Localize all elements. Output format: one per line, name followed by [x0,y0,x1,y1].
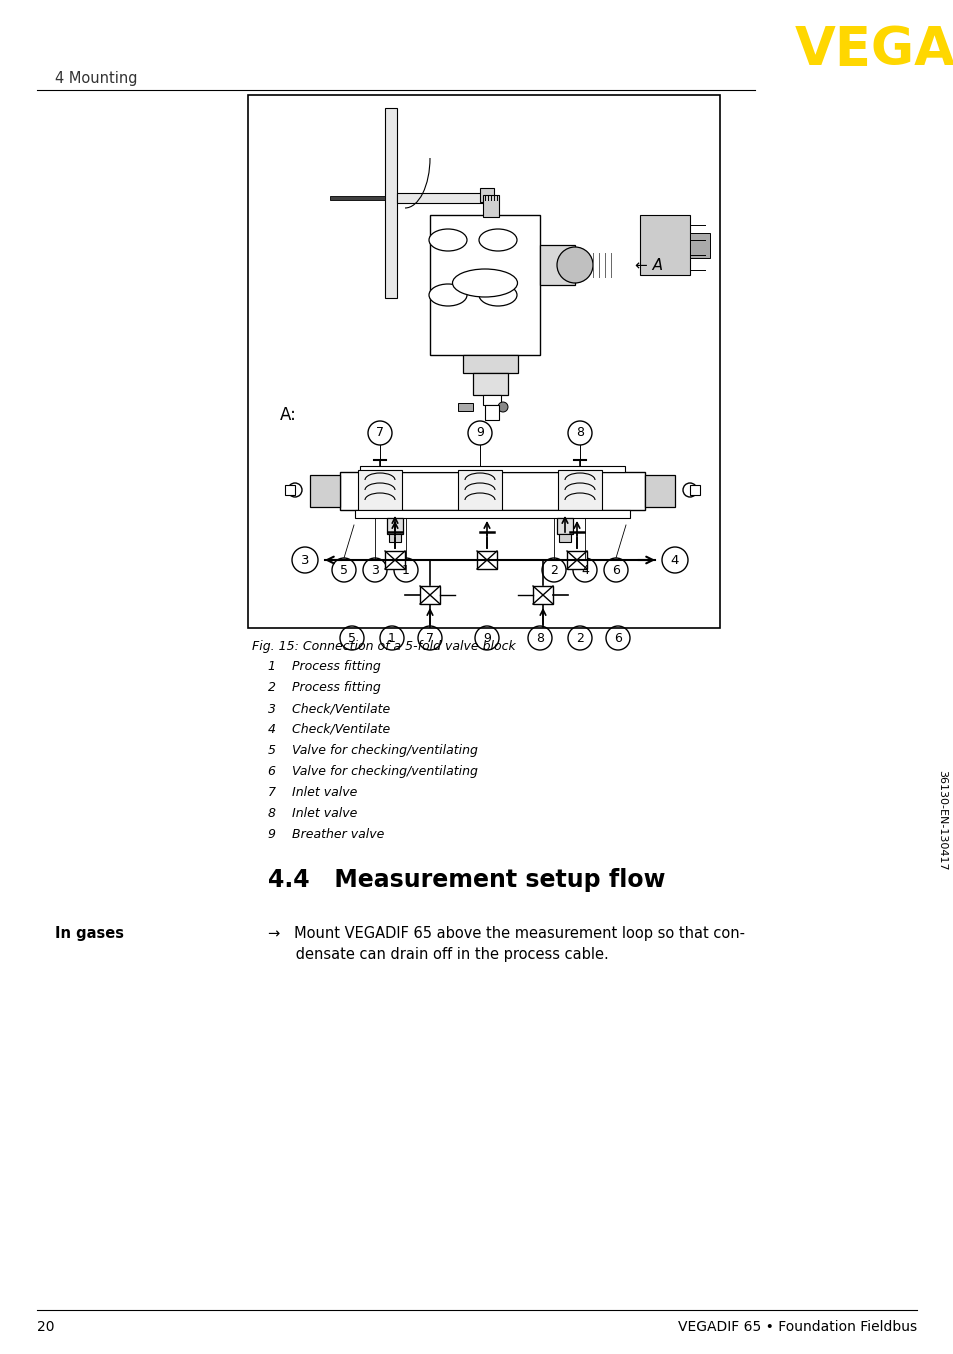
Ellipse shape [429,229,467,250]
Ellipse shape [478,229,517,250]
Text: 6: 6 [612,563,619,577]
Text: 2: 2 [550,563,558,577]
Text: 8: 8 [576,427,583,440]
Text: 9    Breather valve: 9 Breather valve [268,829,384,841]
Bar [389,533,400,542]
Text: 5    Valve for checking/ventilating: 5 Valve for checking/ventilating [268,743,477,757]
Bar [482,395,500,405]
Bar [419,586,439,604]
Text: 36130-EN-130417: 36130-EN-130417 [936,769,946,871]
Text: 4    Check/Ventilate: 4 Check/Ventilate [268,723,390,737]
Bar [339,473,644,510]
Bar [387,519,402,533]
Bar [479,188,494,202]
Text: VEGA: VEGA [794,24,953,76]
Text: 5: 5 [339,563,348,577]
Text: In gases: In gases [55,926,124,941]
Bar [533,586,553,604]
Text: 7    Inlet valve: 7 Inlet valve [268,787,357,799]
Text: 9: 9 [476,427,483,440]
Text: 4: 4 [670,554,679,566]
Bar [557,519,573,533]
Bar [689,485,700,496]
Bar [359,466,624,473]
Bar [396,194,492,203]
Bar [484,405,498,420]
Text: 4 Mounting: 4 Mounting [55,70,137,85]
Text: 3    Check/Ventilate: 3 Check/Ventilate [268,701,390,715]
Bar [330,196,385,200]
Bar [355,510,629,519]
Bar [285,485,294,496]
Bar [639,215,689,275]
Bar [476,551,497,569]
Bar [457,403,473,412]
Ellipse shape [429,284,467,306]
Circle shape [557,246,593,283]
Bar [566,551,586,569]
Text: 3: 3 [371,563,378,577]
Bar [558,470,601,510]
Ellipse shape [452,269,517,297]
Bar [644,475,675,506]
Bar [248,95,720,628]
Text: 4.4   Measurement setup flow: 4.4 Measurement setup flow [268,868,665,892]
Bar [457,470,501,510]
Bar [539,245,575,284]
Bar [482,195,498,217]
Text: 1: 1 [388,631,395,645]
Text: 7: 7 [375,427,384,440]
Text: 6    Valve for checking/ventilating: 6 Valve for checking/ventilating [268,765,477,779]
Text: 4: 4 [580,563,588,577]
Text: 1    Process fitting: 1 Process fitting [268,659,380,673]
Text: 8    Inlet valve: 8 Inlet valve [268,807,357,821]
Text: VEGADIF 65 • Foundation Fieldbus: VEGADIF 65 • Foundation Fieldbus [678,1320,916,1334]
Bar [689,233,709,259]
Text: 3: 3 [300,554,309,566]
Text: 7: 7 [426,631,434,645]
Bar [558,533,571,542]
Bar [385,551,405,569]
Bar [462,355,517,372]
Text: densate can drain off in the process cable.: densate can drain off in the process cab… [268,946,608,961]
Text: Fig. 15: Connection of a 5-fold valve block: Fig. 15: Connection of a 5-fold valve bl… [252,640,516,653]
Text: 1: 1 [401,563,410,577]
Bar [385,108,396,298]
Text: A:: A: [280,406,296,424]
Bar [357,470,401,510]
Text: 2: 2 [576,631,583,645]
Text: 8: 8 [536,631,543,645]
Text: ← A: ← A [635,257,662,272]
Text: 9: 9 [482,631,491,645]
Text: 6: 6 [614,631,621,645]
Circle shape [497,402,507,412]
Ellipse shape [478,284,517,306]
Bar [473,372,507,395]
Text: 5: 5 [348,631,355,645]
Bar [430,215,539,355]
Text: 20: 20 [37,1320,54,1334]
Text: →   Mount VEGADIF 65 above the measurement loop so that con-: → Mount VEGADIF 65 above the measurement… [268,926,744,941]
Bar [310,475,339,506]
Text: 2    Process fitting: 2 Process fitting [268,681,380,695]
